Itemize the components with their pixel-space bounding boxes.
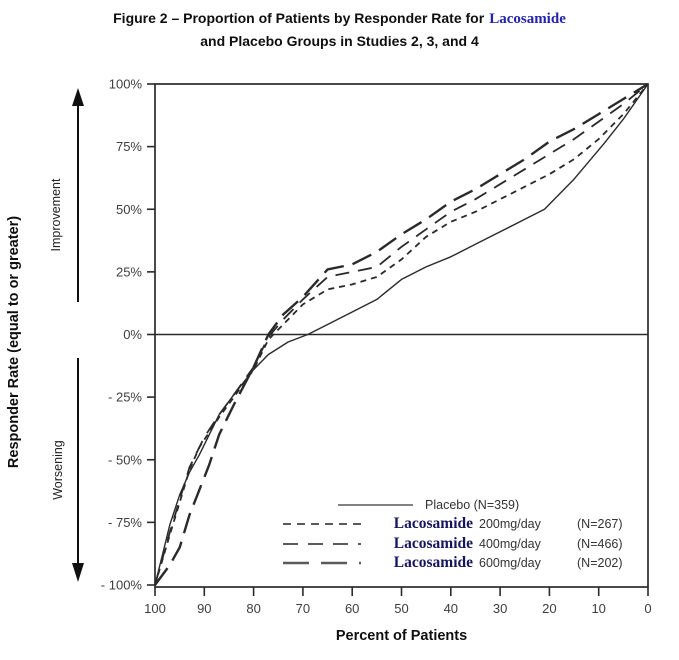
worsening-annotation: Worsening	[51, 440, 65, 500]
legend-dose-400: 400mg/day	[479, 536, 541, 551]
x-tick-label: 90	[197, 601, 211, 616]
legend-dose-200: 200mg/day	[479, 517, 541, 532]
legend-item-lacosamide-600: Lacosamide 600mg/day (N=202)	[255, 554, 623, 574]
y-tick-label: - 75%	[108, 515, 142, 530]
y-tick-label: 25%	[116, 264, 142, 279]
figure-title-text: Figure 2 – Proportion of Patients by Res…	[113, 10, 485, 26]
figure-title: Figure 2 – Proportion of Patients by Res…	[0, 8, 679, 51]
chart-legend: Placebo (N=359) Lacosamide 200mg/day (N=…	[255, 495, 623, 573]
worsening-arrowhead-icon	[72, 563, 84, 582]
legend-drug-200: Lacosamide	[393, 515, 473, 533]
dash-long-line-sample-icon	[283, 561, 361, 564]
legend-n-400: (N=466)	[577, 536, 623, 551]
x-axis-title: Percent of Patients	[335, 628, 468, 644]
legend-n-600: (N=202)	[577, 556, 623, 571]
legend-label-placebo: Placebo (N=359)	[425, 497, 520, 512]
x-tick-label: 70	[296, 601, 310, 616]
legend-item-placebo: Placebo (N=359)	[255, 495, 623, 515]
legend-dose-600: 600mg/day	[479, 556, 541, 571]
x-tick-label: 80	[246, 601, 260, 616]
legend-drug-400: Lacosamide	[393, 534, 473, 552]
figure-title-line2: and Placebo Groups in Studies 2, 3, and …	[200, 32, 479, 49]
y-tick-label: - 100%	[101, 578, 143, 593]
curve-lacosamide-600mg-day	[154, 82, 649, 586]
dash-medium-line-sample-icon	[283, 542, 361, 545]
x-tick-label: 60	[345, 601, 359, 616]
dash-small-line-sample-icon	[283, 523, 361, 526]
legend-drug-600: Lacosamide	[393, 554, 473, 572]
x-tick-label: 30	[493, 601, 507, 616]
figure-title-drug-name: Lacosamide	[489, 11, 566, 27]
placebo-line-sample-icon	[338, 504, 413, 506]
x-tick-label: 50	[394, 601, 408, 616]
y-tick-label: - 50%	[108, 452, 142, 467]
x-tick-label: 20	[542, 601, 556, 616]
legend-item-lacosamide-400: Lacosamide 400mg/day (N=466)	[255, 534, 623, 554]
y-tick-label: 50%	[116, 202, 142, 217]
figure-title-line1: Figure 2 – Proportion of Patients by Res…	[0, 8, 679, 31]
x-tick-label: 100	[144, 601, 166, 616]
y-tick-label: - 25%	[108, 390, 142, 405]
improvement-arrowhead-icon	[72, 88, 84, 106]
y-tick-label: 75%	[116, 139, 142, 154]
legend-n-200: (N=267)	[577, 517, 623, 532]
y-tick-label: 100%	[109, 77, 143, 92]
x-tick-label: 10	[591, 601, 605, 616]
x-tick-label: 0	[644, 601, 651, 616]
legend-item-lacosamide-200: Lacosamide 200mg/day (N=267)	[255, 515, 623, 535]
curve-placebo	[154, 83, 649, 586]
y-tick-label: 0%	[123, 327, 142, 342]
x-tick-label: 40	[444, 601, 458, 616]
improvement-annotation: Improvement	[49, 178, 63, 251]
